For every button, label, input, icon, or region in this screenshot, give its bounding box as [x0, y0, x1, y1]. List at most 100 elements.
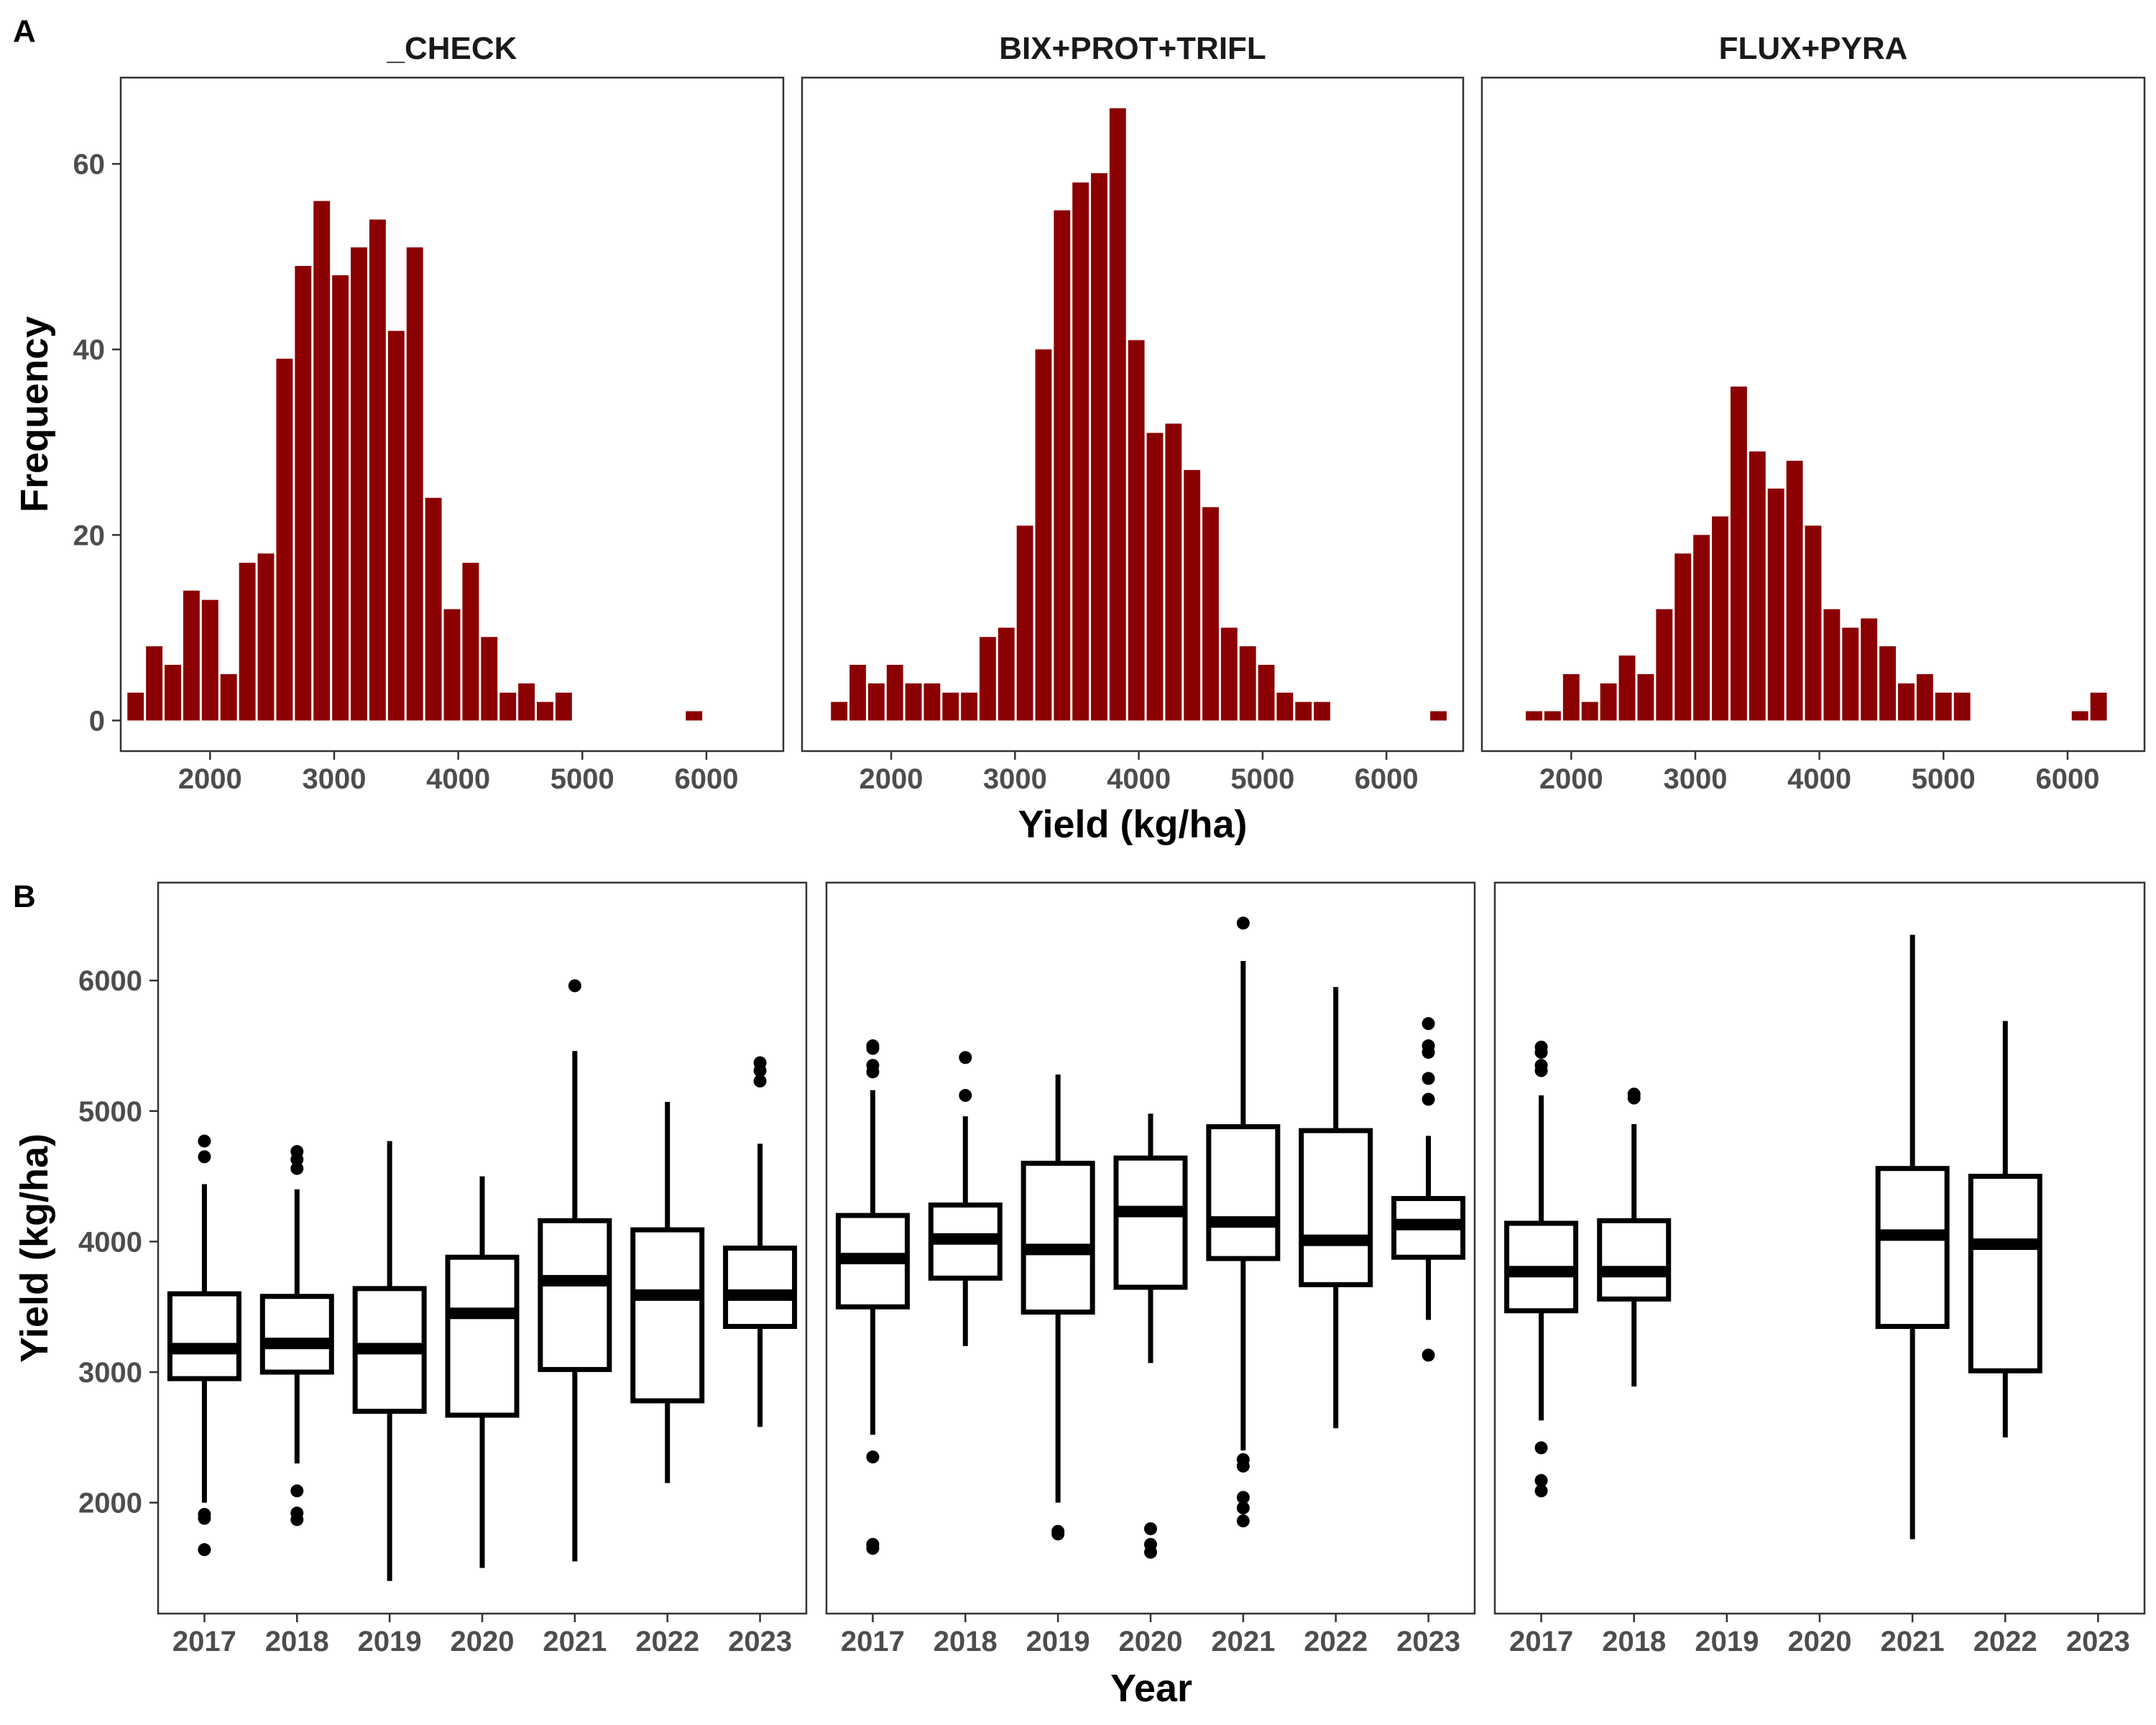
x-tick-label: 2000 [1539, 763, 1603, 795]
y-tick-label: 60 [73, 149, 106, 180]
x-tick-label: 2019 [1026, 1626, 1090, 1657]
histogram-bar [886, 664, 903, 721]
outlier-point [290, 1153, 304, 1167]
x-tick-label: 2023 [728, 1626, 792, 1657]
x-tick-label: 5000 [1912, 763, 1976, 795]
histogram-bar [1202, 507, 1219, 721]
histogram-bar [686, 711, 703, 721]
histogram-bar [1823, 609, 1841, 721]
histogram-bar [127, 692, 144, 721]
histogram-bar [462, 563, 479, 721]
x-tick-label: 2022 [1304, 1626, 1368, 1657]
histogram-bar [201, 599, 218, 721]
box-iqr [1113, 1155, 1188, 1290]
outlier-point [198, 1134, 211, 1148]
histogram-bar [1842, 627, 1859, 721]
histogram-bar [313, 201, 331, 721]
outlier-point [1236, 1501, 1250, 1514]
x-tick-label: 2019 [358, 1626, 422, 1657]
panel-frame [119, 76, 785, 753]
outlier-point [1236, 916, 1250, 930]
histogram-bar [1712, 516, 1728, 721]
histogram-bar [1091, 172, 1107, 721]
histogram-bar [146, 646, 163, 721]
x-tick-label: 4000 [426, 763, 490, 795]
outlier-point [568, 979, 581, 993]
x-tick-label: 2021 [543, 1626, 607, 1657]
x-tick-label: 2018 [934, 1626, 998, 1657]
y-tick-label: 5000 [78, 1096, 142, 1128]
outlier-point [290, 1162, 304, 1175]
outlier-point [198, 1512, 211, 1525]
x-tick-label: 6000 [674, 763, 738, 795]
histogram-bar [1674, 553, 1692, 721]
facet-strip-label: _CHECK [387, 31, 517, 66]
x-tick-label: 2017 [1509, 1626, 1573, 1657]
histogram-bar [1730, 386, 1747, 721]
outlier-point [1422, 1072, 1435, 1085]
outlier-point [959, 1051, 972, 1064]
panel-frame [801, 76, 1465, 753]
histogram-bar [332, 275, 349, 721]
x-tick-label: 2019 [1695, 1626, 1759, 1657]
histogram-bar [1544, 711, 1561, 721]
x-tick-label: 5000 [550, 763, 614, 795]
box-iqr [1021, 1160, 1095, 1315]
histogram-bar [1879, 646, 1897, 721]
x-tick-label: 2000 [178, 763, 242, 795]
histogram-bar [499, 692, 517, 721]
x-tick-label: 2021 [1211, 1626, 1275, 1657]
y-axis-title: Frequency [13, 316, 56, 512]
outlier-point [198, 1543, 211, 1557]
histogram-bar [220, 673, 237, 721]
y-tick-label: 0 [89, 705, 105, 737]
x-tick-label: 2000 [860, 763, 923, 795]
outlier-point [866, 1041, 880, 1055]
outlier-point [1236, 1459, 1250, 1473]
histogram-bar [1618, 656, 1636, 721]
facet-strip-label: FLUX+PYRA [1719, 31, 1908, 66]
histogram-bar [425, 497, 442, 721]
histogram-bar [276, 359, 293, 721]
outlier-point [1534, 1484, 1548, 1498]
outlier-point [866, 1450, 880, 1464]
panel-frame [1493, 881, 2146, 1615]
histogram-bar [351, 247, 367, 721]
outlier-point [866, 1065, 880, 1079]
x-tick-label: 3000 [302, 763, 366, 795]
histogram-bar [1953, 692, 1971, 721]
histogram-bar [1109, 108, 1126, 721]
histogram-bar [831, 702, 848, 721]
outlier-point [1627, 1091, 1641, 1105]
outlier-point [1144, 1522, 1157, 1535]
outlier-point [1422, 1046, 1435, 1059]
box-iqr [630, 1227, 705, 1404]
outlier-point [198, 1150, 211, 1164]
x-tick-label: 4000 [1107, 763, 1171, 795]
histogram-bar [867, 683, 885, 721]
histogram-bar [165, 664, 181, 721]
histogram-bar [1600, 683, 1617, 721]
box-iqr [445, 1254, 520, 1418]
x-tick-label: 5000 [1230, 763, 1294, 795]
x-tick-label: 2023 [1396, 1626, 1460, 1657]
outlier-point [290, 1513, 304, 1527]
histogram-bar [1693, 535, 1710, 721]
y-tick-label: 20 [73, 520, 106, 551]
histogram-bar [1805, 525, 1822, 721]
histogram-bar [849, 664, 866, 721]
histogram-bar [1935, 692, 1952, 721]
panel-b-label: B [13, 879, 36, 914]
x-tick-label: 2018 [1602, 1626, 1666, 1657]
x-tick-label: 2021 [1881, 1626, 1945, 1657]
histogram-bar [1146, 433, 1164, 721]
x-tick-label: 4000 [1787, 763, 1851, 795]
histogram-bar [481, 637, 498, 721]
histogram-bar [239, 563, 256, 721]
outlier-point [1236, 1514, 1250, 1528]
histogram-bar [1526, 711, 1542, 721]
histogram-bar [998, 627, 1015, 721]
x-tick-label: 2018 [265, 1626, 329, 1657]
histogram-bar [1016, 525, 1033, 721]
